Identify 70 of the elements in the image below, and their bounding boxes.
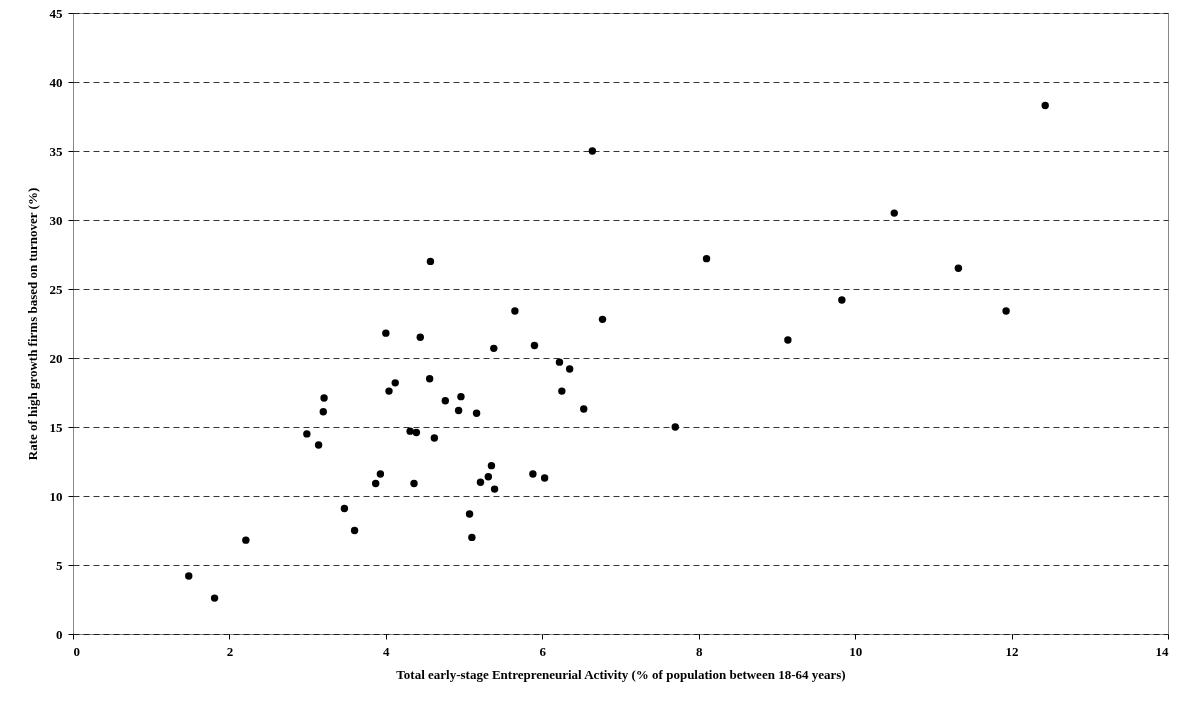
point <box>376 470 385 478</box>
point <box>671 423 679 431</box>
point <box>340 504 349 513</box>
point <box>185 572 193 580</box>
point <box>303 430 311 438</box>
y-tick-label: 10 <box>49 488 63 504</box>
point <box>476 478 485 486</box>
point <box>565 365 574 373</box>
point <box>410 479 418 488</box>
y-tick-label: 30 <box>49 212 63 228</box>
point <box>210 594 219 602</box>
point <box>484 472 493 481</box>
point <box>472 409 481 417</box>
point <box>454 406 463 415</box>
x-tick-label: 14 <box>1155 643 1169 659</box>
point <box>425 375 434 383</box>
point <box>314 441 323 449</box>
point <box>954 264 963 272</box>
point <box>441 397 450 405</box>
y-axis-title: Rate of high growth firms based on turnover (%) <box>24 187 40 461</box>
point <box>487 461 496 470</box>
x-tick-label: 12 <box>1005 643 1019 659</box>
point <box>457 392 465 401</box>
point <box>540 474 549 482</box>
x-tick-label: 10 <box>849 643 863 659</box>
point <box>350 526 359 535</box>
point <box>890 209 898 217</box>
point <box>412 428 421 437</box>
point <box>426 257 435 266</box>
x-tick-label: 4 <box>383 643 391 659</box>
point <box>242 536 250 544</box>
point <box>430 434 439 442</box>
point <box>598 315 607 324</box>
y-tick-label: 0 <box>56 626 63 642</box>
point <box>385 387 393 395</box>
y-tick-label: 25 <box>49 281 63 297</box>
point <box>465 510 474 518</box>
point <box>1002 307 1010 315</box>
point <box>406 427 414 435</box>
point <box>838 296 846 304</box>
point <box>382 329 390 337</box>
point <box>319 408 327 416</box>
y-tick-label: 35 <box>49 143 63 159</box>
point <box>391 379 399 387</box>
y-tick-label: 40 <box>49 74 63 90</box>
point <box>371 479 380 488</box>
point <box>555 358 564 366</box>
x-tick-label: 2 <box>226 643 234 659</box>
point <box>490 344 498 353</box>
point <box>416 333 424 341</box>
point <box>702 254 711 263</box>
point <box>490 485 499 493</box>
point <box>558 387 566 395</box>
y-tick-label: 5 <box>56 557 63 573</box>
y-tick-label: 45 <box>49 5 63 21</box>
y-tick-label: 20 <box>49 350 63 366</box>
x-tick-label: 8 <box>695 643 703 659</box>
point <box>320 394 328 402</box>
point <box>1041 101 1049 110</box>
x-tick-label: 0 <box>73 643 80 659</box>
y-tick-label: 15 <box>49 419 63 435</box>
point <box>784 336 792 344</box>
point <box>530 341 539 350</box>
point <box>468 533 476 542</box>
point <box>511 307 519 315</box>
point <box>588 147 597 155</box>
x-axis-title: Total early-stage Entrepreneurial Activity (% of population between 18-64 years) <box>396 666 846 682</box>
point <box>580 405 588 413</box>
x-tick-label: 6 <box>539 643 547 659</box>
point <box>529 470 537 478</box>
